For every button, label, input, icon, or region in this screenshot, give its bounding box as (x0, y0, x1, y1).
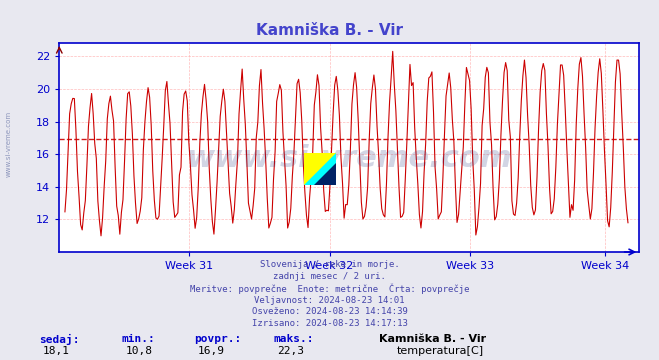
Polygon shape (314, 163, 336, 185)
Text: Izrisano: 2024-08-23 14:17:13: Izrisano: 2024-08-23 14:17:13 (252, 319, 407, 328)
Text: Veljavnost: 2024-08-23 14:01: Veljavnost: 2024-08-23 14:01 (254, 296, 405, 305)
Text: Meritve: povprečne  Enote: metrične  Črta: povprečje: Meritve: povprečne Enote: metrične Črta:… (190, 284, 469, 294)
Polygon shape (304, 153, 336, 185)
Text: Kamniška B. - Vir: Kamniška B. - Vir (256, 23, 403, 39)
Text: 22,3: 22,3 (277, 346, 304, 356)
Text: 18,1: 18,1 (43, 346, 70, 356)
Text: sedaj:: sedaj: (40, 334, 80, 345)
Text: www.si-vreme.com: www.si-vreme.com (186, 144, 512, 172)
Polygon shape (304, 153, 336, 185)
Text: www.si-vreme.com: www.si-vreme.com (5, 111, 12, 177)
Text: povpr.:: povpr.: (194, 334, 242, 344)
Text: 10,8: 10,8 (125, 346, 152, 356)
Text: 16,9: 16,9 (198, 346, 225, 356)
Text: maks.:: maks.: (273, 334, 314, 344)
Text: Osveženo: 2024-08-23 14:14:39: Osveženo: 2024-08-23 14:14:39 (252, 307, 407, 316)
Text: zadnji mesec / 2 uri.: zadnji mesec / 2 uri. (273, 272, 386, 281)
Text: Kamniška B. - Vir: Kamniška B. - Vir (379, 334, 486, 344)
Text: min.:: min.: (122, 334, 156, 344)
Text: Slovenija / reke in morje.: Slovenija / reke in morje. (260, 260, 399, 269)
Text: temperatura[C]: temperatura[C] (397, 346, 484, 356)
